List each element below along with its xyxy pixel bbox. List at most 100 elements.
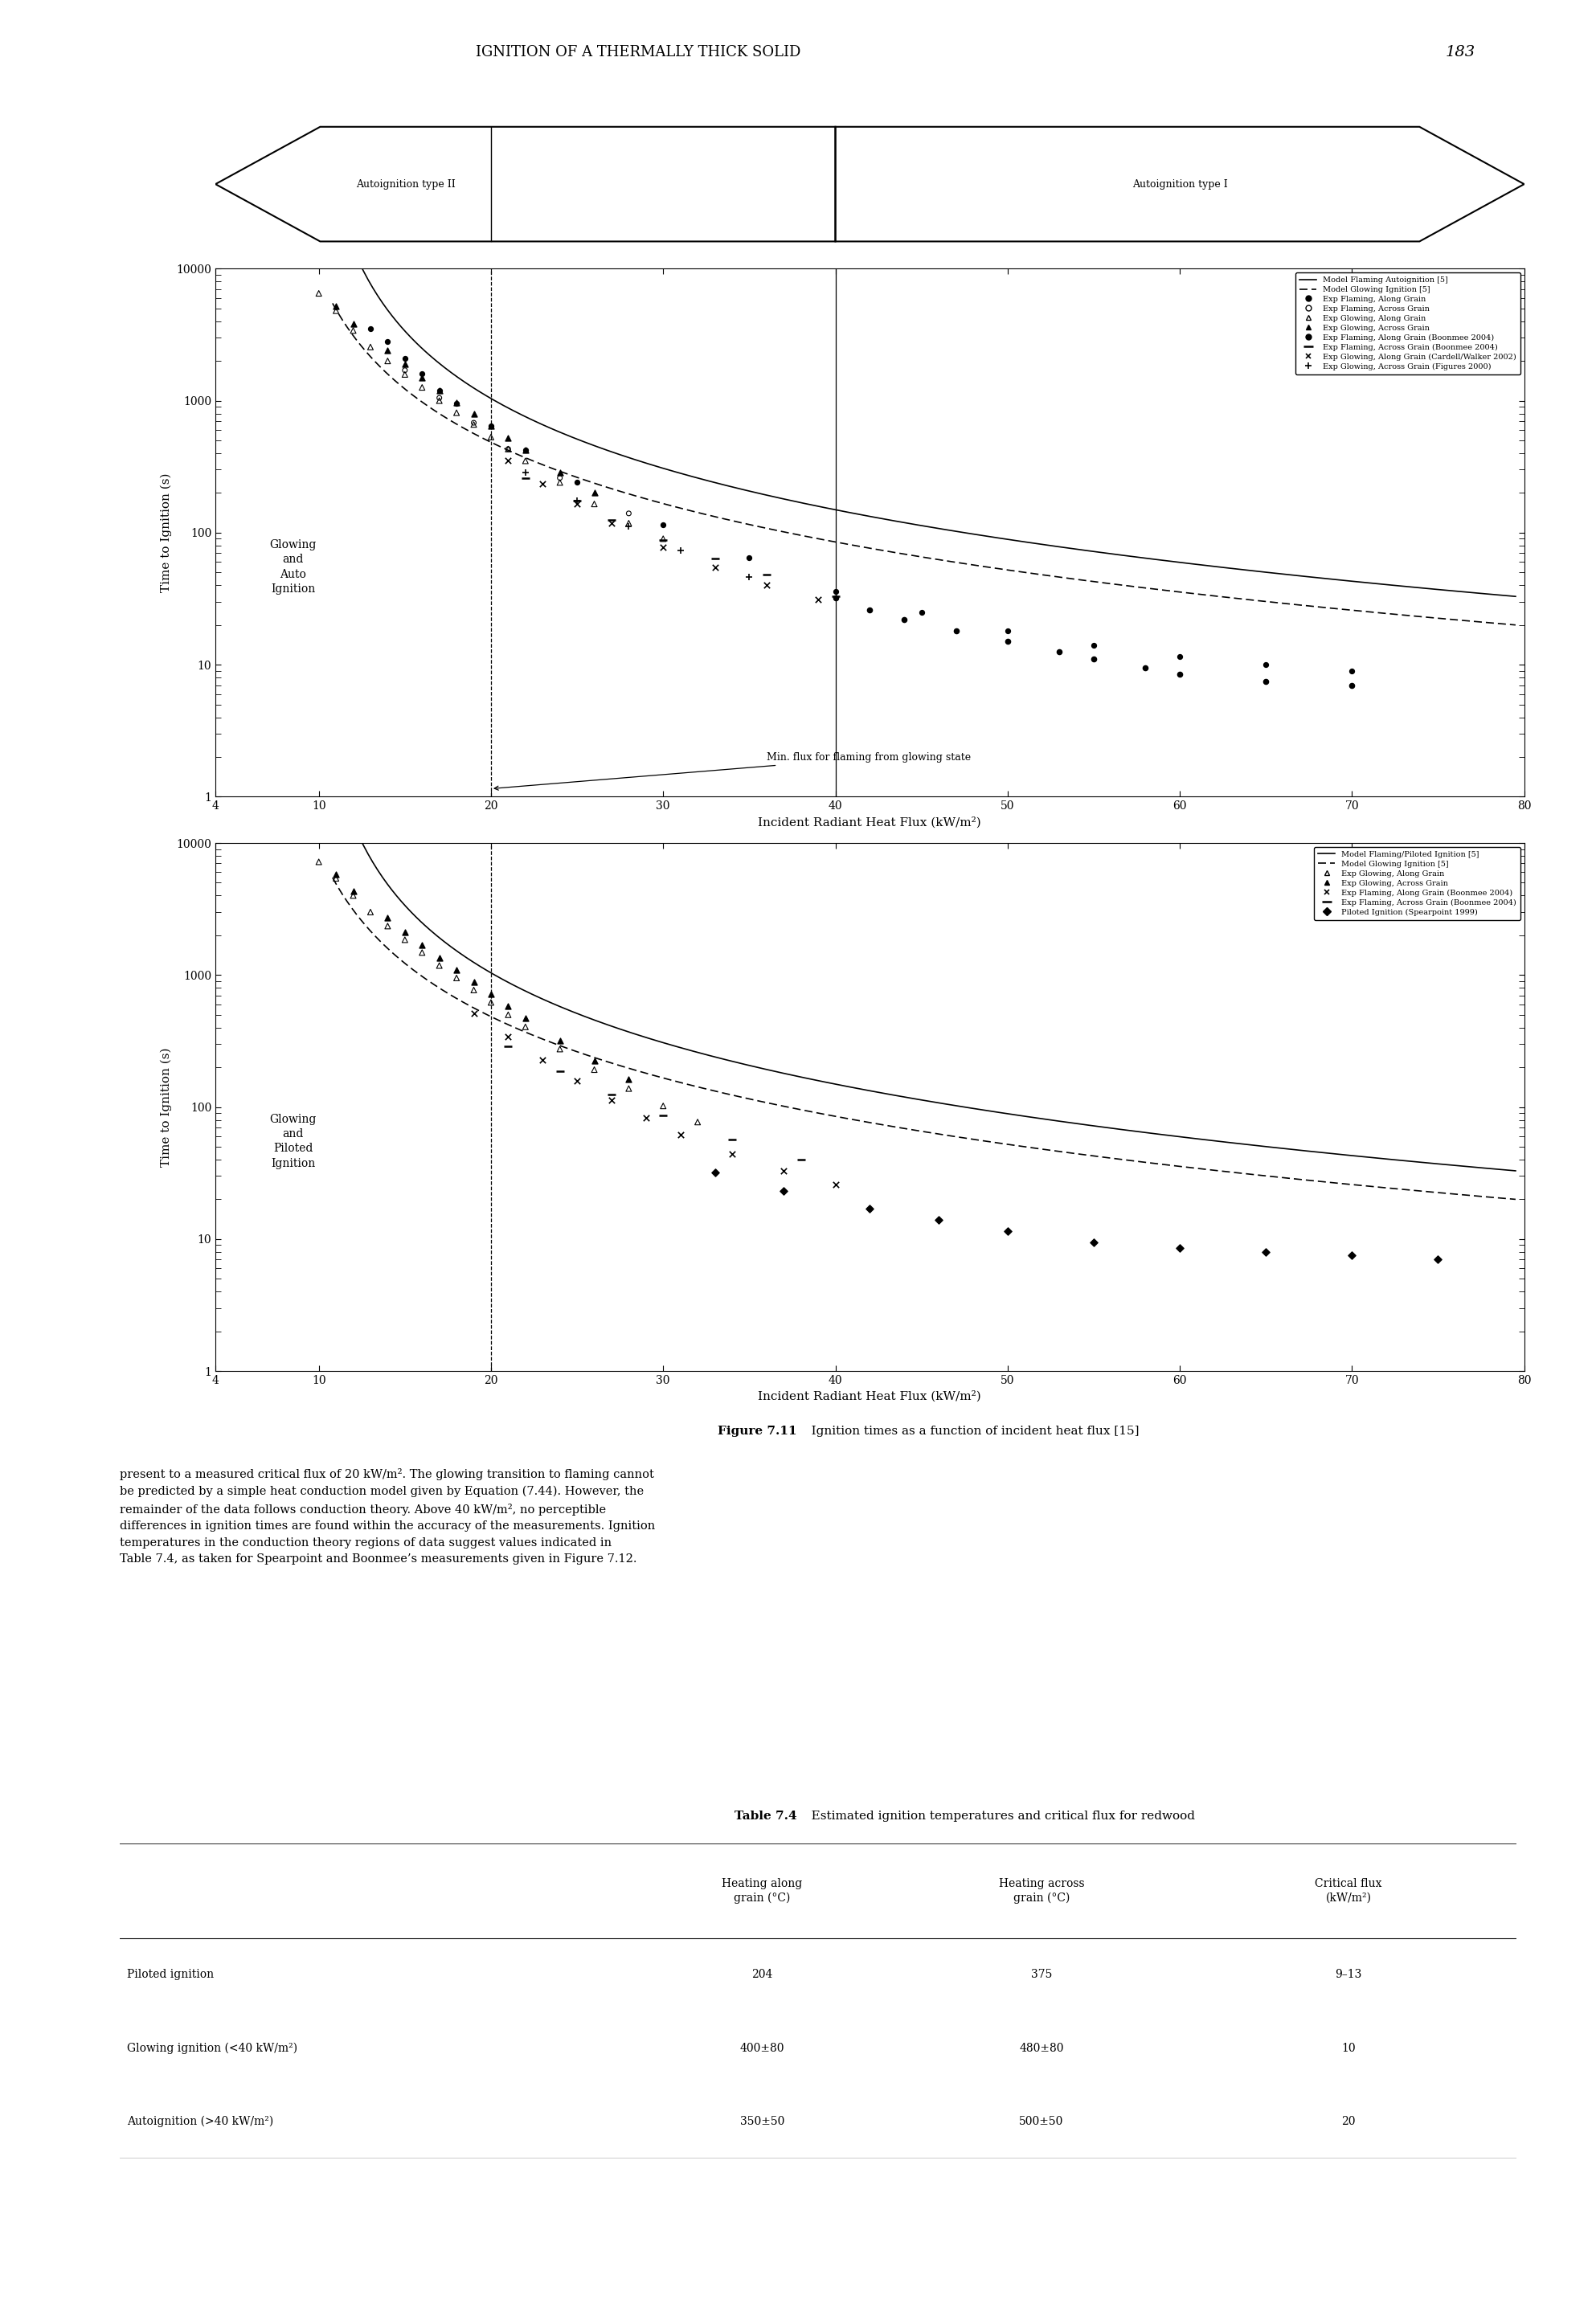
Point [479, 984, 504, 1021]
Text: 375: 375 [1031, 1969, 1052, 1980]
Point [616, 1061, 642, 1098]
Point [512, 1007, 538, 1045]
Point [461, 970, 487, 1007]
Point [393, 345, 418, 382]
Point [753, 556, 779, 593]
Point [1339, 667, 1365, 704]
Text: Min. flux for flaming from glowing state: Min. flux for flaming from glowing state [495, 753, 970, 790]
Point [598, 1082, 624, 1119]
Point [702, 540, 728, 577]
Point [393, 357, 418, 394]
Point [926, 1202, 951, 1239]
Point [324, 859, 350, 896]
Point [1080, 642, 1106, 679]
Point [771, 1172, 796, 1209]
Point [512, 442, 538, 479]
Point [1167, 1230, 1192, 1267]
Point [375, 908, 401, 945]
Point [616, 507, 642, 544]
Point [426, 380, 452, 417]
Text: Table 7.4: Table 7.4 [734, 1811, 796, 1823]
Point [943, 611, 969, 648]
Point [598, 1075, 624, 1112]
Point [324, 855, 350, 892]
Point [375, 331, 401, 368]
Point [598, 505, 624, 542]
Point [479, 408, 504, 445]
Point [651, 521, 677, 558]
Point [512, 1001, 538, 1038]
Text: Critical flux
(kW/m²): Critical flux (kW/m²) [1315, 1878, 1382, 1904]
Text: 350±50: 350±50 [741, 2117, 784, 2128]
Point [667, 533, 693, 570]
Point [461, 405, 487, 442]
Text: Figure 7.11: Figure 7.11 [717, 1427, 796, 1436]
Point [822, 579, 847, 616]
Point [822, 572, 847, 609]
Point [616, 505, 642, 542]
Point [358, 310, 383, 347]
Text: Autoignition type II: Autoignition type II [356, 178, 455, 190]
Point [479, 975, 504, 1012]
Point [426, 940, 452, 977]
Point [581, 486, 606, 523]
Point [426, 947, 452, 984]
Point [1425, 1241, 1451, 1278]
Point [547, 1051, 573, 1089]
Point [530, 1042, 555, 1079]
Point [393, 922, 418, 959]
Text: Heating along
grain (°C): Heating along grain (°C) [721, 1878, 803, 1904]
Point [444, 394, 469, 431]
Point [651, 1089, 677, 1126]
Point [1047, 632, 1073, 669]
Text: 10: 10 [1342, 2043, 1355, 2054]
Text: IGNITION OF A THERMALLY THICK SOLID: IGNITION OF A THERMALLY THICK SOLID [476, 44, 801, 60]
Point [358, 329, 383, 366]
Point [495, 442, 520, 479]
Point [822, 1165, 847, 1202]
Point [547, 1021, 573, 1058]
Point [651, 521, 677, 558]
Legend: Model Flaming/Piloted Ignition [5], Model Glowing Ignition [5], Exp Glowing, Alo: Model Flaming/Piloted Ignition [5], Mode… [1314, 848, 1521, 919]
Point [393, 340, 418, 378]
Point [375, 343, 401, 380]
Point [1339, 653, 1365, 690]
Point [1339, 1237, 1365, 1274]
Point [1253, 646, 1278, 683]
Point [581, 475, 606, 512]
Point [598, 500, 624, 537]
Point [616, 496, 642, 533]
Point [409, 933, 434, 970]
Point [461, 996, 487, 1033]
Point [358, 894, 383, 931]
Point [1080, 1223, 1106, 1260]
Text: 400±80: 400±80 [741, 2043, 784, 2054]
Point [1253, 662, 1278, 699]
Point [393, 915, 418, 952]
Y-axis label: Time to Ignition (s): Time to Ignition (s) [160, 472, 172, 593]
Point [994, 1214, 1020, 1251]
Point [651, 1095, 677, 1133]
Point [426, 382, 452, 419]
Point [495, 431, 520, 468]
Point [409, 359, 434, 396]
Point [495, 431, 520, 468]
Point [1253, 1234, 1278, 1271]
Point [479, 408, 504, 445]
Text: 9–13: 9–13 [1336, 1969, 1361, 1980]
Point [1167, 655, 1192, 692]
Point [685, 1102, 710, 1139]
X-axis label: Incident Radiant Heat Flux (kW/m²): Incident Radiant Heat Flux (kW/m²) [758, 1390, 982, 1401]
Point [994, 623, 1020, 660]
Point [565, 1063, 591, 1100]
Point [461, 963, 487, 1001]
Point [702, 549, 728, 586]
Point [565, 482, 591, 519]
Point [720, 1135, 745, 1172]
Text: 20: 20 [1342, 2117, 1355, 2128]
Point [908, 593, 934, 630]
Point [479, 419, 504, 456]
Point [340, 873, 365, 910]
Point [616, 1070, 642, 1107]
Point [426, 371, 452, 408]
